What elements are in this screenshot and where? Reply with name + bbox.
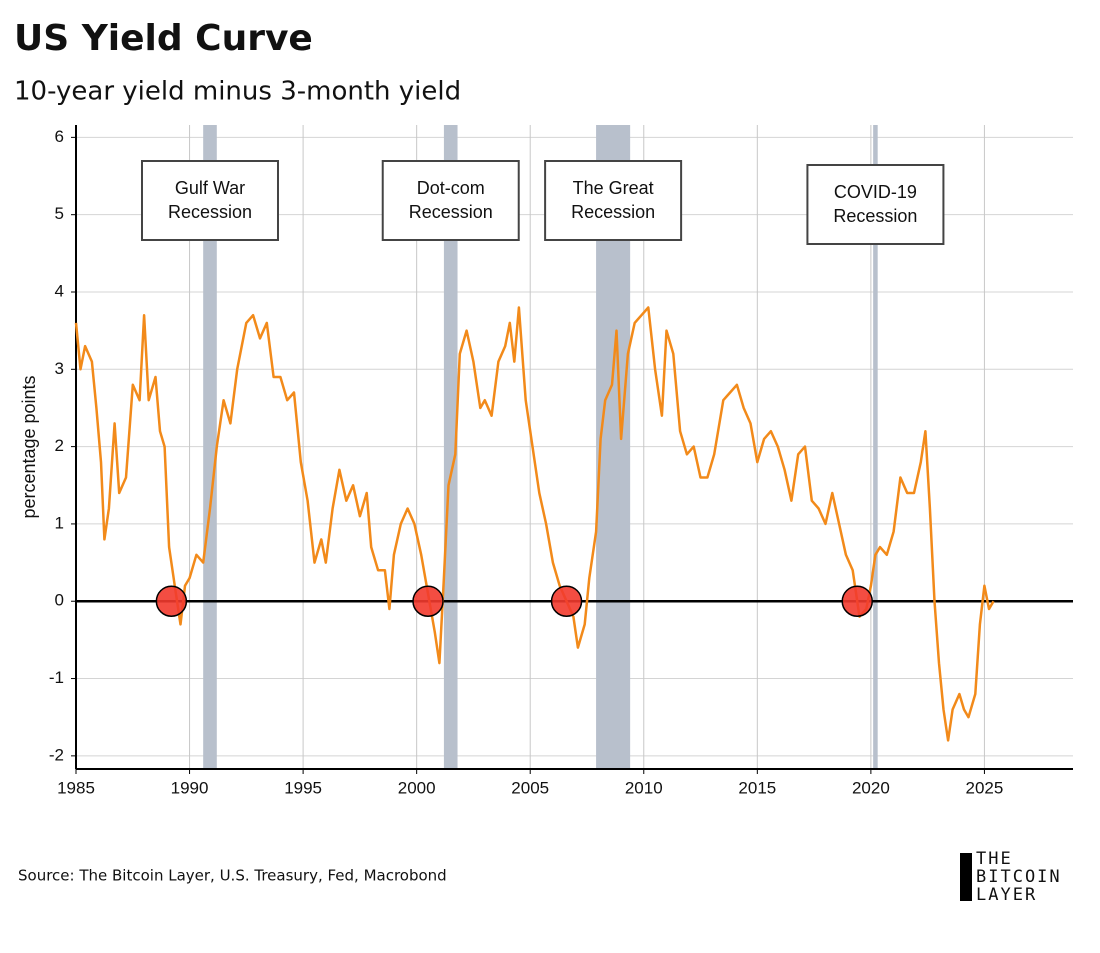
annotation-box [140, 160, 279, 241]
chart-title: US Yield Curve [14, 18, 313, 59]
x-tick-label: 2020 [852, 778, 890, 797]
inversion-marker [412, 585, 444, 617]
x-tick-label: 2010 [625, 778, 663, 797]
annotation-box [544, 160, 683, 241]
annotation-text: Dot-com [417, 178, 485, 198]
x-tick-label: 2015 [738, 778, 776, 797]
y-tick-label: 4 [55, 281, 64, 300]
annotation-text: Gulf War [175, 178, 245, 198]
logo-text: BITCOIN [976, 867, 1062, 887]
y-tick-label: 0 [55, 591, 64, 610]
y-tick-label: -1 [49, 668, 64, 687]
x-tick-label: 2005 [511, 778, 549, 797]
annotation-text: COVID-19 [834, 182, 917, 202]
y-tick-label: 5 [55, 204, 64, 223]
inversion-marker [550, 585, 583, 617]
y-tick-label: -2 [49, 745, 64, 764]
x-tick-label: 1990 [171, 778, 209, 797]
x-tick-label: 1995 [284, 778, 322, 797]
recession-band [203, 125, 217, 769]
recession-band [873, 125, 878, 769]
inversion-marker [841, 585, 873, 617]
logo-text: THE [976, 849, 1013, 869]
x-tick-label: 2025 [966, 778, 1004, 797]
chart-subtitle: 10-year yield minus 3-month yield [14, 77, 461, 107]
source-note: Source: The Bitcoin Layer, U.S. Treasury… [18, 867, 447, 885]
x-tick-label: 2000 [398, 778, 436, 797]
annotation-text: Recession [168, 202, 252, 222]
annotation-box [381, 160, 520, 241]
annotation-text: Recession [571, 202, 655, 222]
annotation-text: Recession [833, 206, 917, 226]
annotation-box [806, 164, 945, 245]
y-tick-label: 3 [55, 359, 64, 378]
recession-band [443, 125, 458, 769]
y-tick-label: 2 [55, 436, 64, 455]
inversion-marker [155, 585, 188, 617]
y-tick-label: 6 [55, 127, 64, 146]
y-axis-label: percentage points [19, 375, 39, 518]
logo-bar [960, 853, 972, 901]
annotation-text: Recession [409, 202, 493, 222]
y-tick-label: 1 [55, 513, 64, 532]
annotation-text: The Great [573, 178, 654, 198]
logo-text: LAYER [976, 885, 1037, 905]
x-tick-label: 1985 [57, 778, 95, 797]
